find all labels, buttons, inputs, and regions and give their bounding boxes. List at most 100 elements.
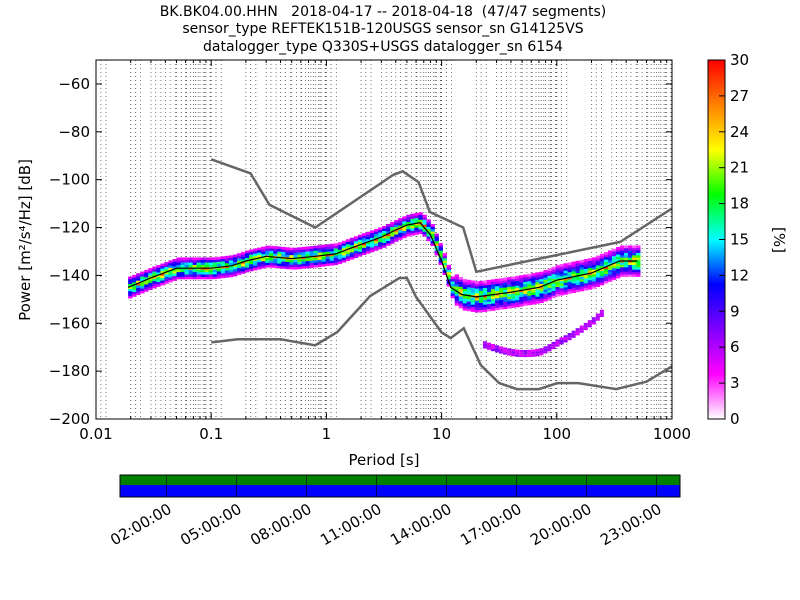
psd-cell bbox=[628, 257, 633, 261]
psd-cell bbox=[559, 268, 564, 272]
psd-cell bbox=[567, 262, 572, 266]
psd-cell bbox=[563, 282, 568, 286]
psd-cell bbox=[470, 306, 476, 310]
psd-cell bbox=[422, 233, 427, 237]
psd-cell bbox=[486, 299, 492, 302]
psd-cell bbox=[273, 248, 278, 252]
psd-cell bbox=[482, 341, 487, 344]
psd-cell bbox=[462, 300, 468, 304]
psd-cell bbox=[333, 248, 339, 251]
psd-cell bbox=[527, 302, 532, 306]
psd-cell bbox=[535, 298, 540, 302]
psd-cell bbox=[152, 271, 157, 275]
psd-cell bbox=[285, 252, 290, 255]
psd-cell bbox=[466, 296, 472, 300]
psd-cell bbox=[507, 348, 512, 351]
psd-cell bbox=[539, 288, 544, 292]
psd-cell bbox=[410, 232, 415, 236]
plot-frame bbox=[95, 59, 673, 420]
psd-cell bbox=[220, 268, 226, 271]
psd-cell bbox=[204, 276, 210, 280]
psd-cell bbox=[555, 281, 560, 285]
psd-cell bbox=[595, 315, 600, 319]
psd-cell bbox=[349, 247, 355, 250]
psd-cell bbox=[204, 257, 210, 261]
psd-cell bbox=[615, 246, 621, 250]
psd-cell bbox=[192, 269, 197, 273]
psd-cell bbox=[462, 307, 468, 311]
psd-cell bbox=[329, 258, 335, 261]
psd-cell bbox=[478, 283, 484, 287]
psd-cell bbox=[543, 346, 548, 349]
psd-cell bbox=[547, 277, 552, 281]
psd-cell bbox=[148, 270, 153, 274]
psd-cell bbox=[462, 283, 468, 287]
psd-cell bbox=[458, 279, 464, 283]
psd-cell bbox=[204, 274, 210, 277]
psd-cell bbox=[636, 267, 641, 270]
psd-cell bbox=[563, 284, 568, 288]
psd-cell bbox=[192, 259, 197, 263]
psd-cell bbox=[531, 289, 536, 293]
psd-cell bbox=[128, 295, 133, 299]
psd-cell bbox=[357, 237, 363, 240]
psd-cell bbox=[482, 343, 487, 347]
psd-cell bbox=[414, 224, 419, 228]
psd-cell bbox=[353, 252, 359, 256]
psd-cell bbox=[624, 262, 629, 265]
psd-cell bbox=[220, 263, 226, 267]
psd-cell bbox=[599, 273, 605, 276]
psd-cell bbox=[325, 249, 331, 252]
psd-cell bbox=[180, 276, 185, 280]
psd-cell bbox=[277, 265, 282, 269]
psd-cell bbox=[132, 294, 137, 297]
psd-cell bbox=[132, 282, 137, 285]
psd-cell bbox=[466, 289, 472, 293]
psd-cell bbox=[418, 219, 423, 223]
psd-cell bbox=[366, 236, 371, 240]
psd-cell bbox=[531, 349, 536, 352]
psd-cell bbox=[615, 261, 621, 265]
psd-cell bbox=[410, 225, 415, 229]
psd-cell bbox=[196, 276, 201, 280]
psd-cell bbox=[301, 261, 306, 264]
psd-cell bbox=[607, 264, 613, 268]
psd-cell bbox=[160, 280, 165, 283]
psd-cell bbox=[527, 354, 532, 358]
psd-cell bbox=[591, 276, 597, 280]
psd-cell bbox=[482, 282, 488, 286]
psd-cell bbox=[357, 253, 363, 257]
psd-cell bbox=[228, 260, 234, 263]
psd-cell bbox=[438, 247, 443, 251]
psd-cell bbox=[571, 271, 576, 274]
psd-cell bbox=[523, 349, 528, 353]
psd-cell bbox=[599, 309, 604, 313]
psd-cell bbox=[490, 348, 496, 352]
psd-cell bbox=[398, 227, 403, 231]
psd-cell bbox=[595, 274, 601, 278]
colorbar-tick-label: 18 bbox=[730, 195, 749, 213]
psd-cell bbox=[555, 284, 560, 287]
psd-cell bbox=[595, 279, 601, 283]
psd-cell bbox=[599, 275, 605, 279]
psd-cell bbox=[563, 265, 568, 269]
psd-cell bbox=[184, 274, 189, 277]
psd-cell bbox=[273, 246, 278, 249]
psd-cell bbox=[507, 350, 512, 354]
psd-cell bbox=[499, 294, 504, 298]
psd-cell bbox=[245, 250, 250, 254]
psd-cell bbox=[547, 289, 552, 293]
psd-cell bbox=[434, 240, 439, 244]
psd-cell bbox=[382, 228, 387, 232]
psd-cell bbox=[628, 267, 633, 270]
psd-cell bbox=[470, 287, 476, 291]
psd-cell bbox=[587, 270, 593, 273]
psd-cell bbox=[543, 351, 548, 354]
psd-cell bbox=[490, 305, 496, 309]
psd-cell bbox=[531, 280, 536, 283]
psd-cell bbox=[361, 249, 367, 253]
psd-cell bbox=[366, 243, 371, 247]
psd-cell bbox=[273, 260, 278, 264]
psd-cell bbox=[507, 289, 512, 292]
psd-cell bbox=[583, 287, 589, 291]
